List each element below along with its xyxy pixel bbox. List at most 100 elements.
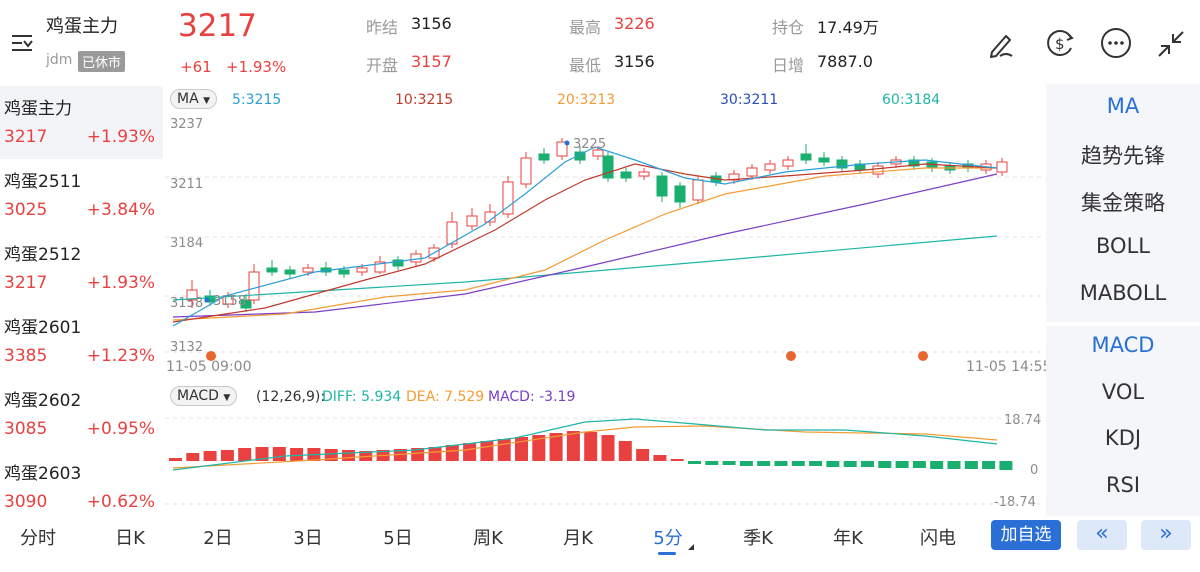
indicator-ma[interactable]: MA [1106,94,1140,118]
macd-bar [324,449,338,461]
candle-body [520,157,532,185]
contract-item[interactable]: 鸡蛋2601 3385 +1.23% [0,305,163,378]
macd-bar [809,461,823,466]
y-tick: 3184 [170,236,204,251]
menu-filter-icon[interactable] [10,32,36,54]
candle-body [602,155,614,179]
event-marker[interactable] [918,351,928,361]
candle-body [446,221,458,245]
currency-icon[interactable]: $ [1043,26,1077,60]
high-marker-dot [564,140,570,146]
indicator-macd[interactable]: MACD [1091,333,1155,357]
candle-body [222,295,234,305]
tab-flash[interactable]: 闪电 [920,528,956,549]
contract-name: 鸡蛋2511 [4,172,82,192]
ma60-label: 60:3184 [882,92,941,108]
indicator-trend[interactable]: 趋势先锋 [1081,144,1165,168]
macd-chart[interactable] [165,410,1045,514]
collapse-icon[interactable] [1155,28,1187,60]
quote-header: 鸡蛋主力 jdm 已休市 3217 +61 +1.93% 昨结 3156 开盘 … [0,0,1200,84]
indicator-maboll[interactable]: MABOLL [1079,281,1167,305]
y-tick: 3237 [170,117,204,132]
indicator-vol[interactable]: VOL [1101,380,1145,404]
macd-y-tick: 0 [1030,463,1039,478]
tab-5min[interactable]: 5分 [653,528,683,549]
contract-item[interactable]: 鸡蛋2511 3025 +3.84% [0,159,163,232]
contract-change: +1.23% [86,346,155,366]
panel-divider [1046,322,1200,326]
macd-bar [999,461,1013,470]
candle-body [746,167,758,177]
indicator-strategy[interactable]: 集金策略 [1081,191,1165,215]
candle-body [356,267,368,273]
indicator-kdj[interactable]: KDJ [1104,426,1142,450]
ma30-label: 30:3211 [720,92,779,108]
contract-item[interactable]: 鸡蛋2602 3085 +0.95% [0,378,163,451]
tab-week[interactable]: 周K [473,528,503,549]
tab-quarter[interactable]: 季K [743,528,773,549]
candle-body [248,271,260,301]
macd-bar [428,447,442,461]
tab-2day[interactable]: 2日 [203,528,233,549]
candlestick-chart[interactable]: 3225 3158 [165,112,1045,374]
next-contract-button[interactable]: » [1141,520,1191,550]
add-watchlist-button[interactable]: 加自选 [991,520,1061,550]
contract-name: 鸡蛋2512 [4,245,82,265]
indicator-boll[interactable]: BOLL [1096,234,1150,258]
contract-item[interactable]: 鸡蛋2512 3217 +1.93% [0,232,163,305]
low-marker-label: 3158 [213,294,246,309]
sub-indicator-select[interactable]: MACD ▼ [170,386,238,406]
oi-change-label: 日增 [772,56,805,75]
macd-bar [272,447,286,461]
macd-bar [169,458,182,461]
candle-body [872,165,884,175]
macd-bar [584,432,598,461]
high-label: 最高 [569,18,602,37]
caret-down-icon: ▼ [223,393,231,403]
macd-bar [705,461,719,465]
macd-bar [515,437,528,461]
macd-bar [739,461,753,466]
ma5-label: 5:3215 [232,92,282,108]
tab-month[interactable]: 月K [563,528,593,549]
main-indicator-select[interactable]: MA ▼ [170,89,218,109]
active-tab-underline [658,552,676,555]
macd-bar [342,450,355,461]
macd-bar [480,441,494,461]
ma5-line [172,146,998,327]
time-start-label: 11-05 09:00 [166,359,252,375]
tab-intraday[interactable]: 分时 [20,528,56,549]
contract-price: 3025 [4,200,48,220]
open-interest-value: 17.49万 [817,18,879,37]
low-value: 3156 [614,52,655,71]
macd-params: (12,26,9): [256,389,326,405]
prev-contract-button[interactable]: « [1077,520,1127,550]
last-price: 3217 [178,8,257,44]
candle-body [574,151,586,161]
candle-body [556,141,568,157]
svg-text:$: $ [1055,35,1065,53]
prev-close-label: 昨结 [366,18,399,37]
price-change-pct: +1.93% [226,58,287,76]
tab-day[interactable]: 日K [115,528,145,549]
exchange-code: jdm [46,52,73,68]
status-badge: 已休市 [78,51,126,72]
contract-name: 鸡蛋2602 [4,391,82,411]
corner-caret-icon [688,544,694,550]
contract-change: +1.93% [86,127,155,147]
sub-indicator-label: MACD [177,388,219,404]
more-icon[interactable] [1099,26,1133,60]
tab-5day[interactable]: 5日 [383,528,413,549]
tab-year[interactable]: 年K [833,528,863,549]
tab-3day[interactable]: 3日 [293,528,323,549]
candle-body [592,149,604,157]
contract-item[interactable]: 鸡蛋主力 3217 +1.93% [0,86,163,159]
macd-bar [566,431,580,461]
macd-bar [618,441,632,461]
pen-icon[interactable] [986,28,1018,60]
event-marker[interactable] [206,351,216,361]
event-marker[interactable] [786,351,796,361]
low-marker-dot [204,297,210,303]
indicator-rsi[interactable]: RSI [1105,473,1141,497]
contract-item[interactable]: 鸡蛋2603 3090 +0.62% [0,451,163,524]
